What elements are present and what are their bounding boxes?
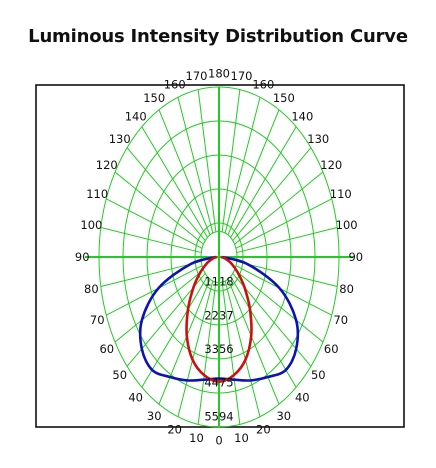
angle-label: 130 [109,132,131,146]
angle-label: 60 [324,342,339,356]
angle-label: 170 [186,69,208,83]
series-layer [138,255,300,383]
angle-label: 40 [128,391,143,405]
grid-spoke [114,269,204,343]
angle-label: 70 [90,313,105,327]
radial-label: 1118 [204,275,233,289]
grid-spoke [141,126,208,238]
series-curve-2 [185,255,253,383]
angle-label: 160 [164,77,186,91]
angle-label: 110 [86,187,108,201]
grid-spoke [100,226,202,254]
angle-label: 60 [99,342,114,356]
chart-title: Luminous Intensity Distribution Curve [28,26,408,47]
grid-spoke [158,278,211,405]
angle-label: 150 [143,91,165,105]
angle-label: 80 [339,282,354,296]
angle-label: 120 [320,158,342,172]
grid-spoke [221,282,241,425]
grid-spoke [177,280,214,417]
angle-label: 160 [252,77,274,91]
grid-spoke [126,147,206,241]
grid-spoke [230,126,297,238]
grid-spoke [227,278,280,405]
angle-label: 110 [330,187,352,201]
grid-spoke [232,147,312,241]
grid-spoke [224,97,261,234]
angle-label: 10 [234,431,249,445]
grid-spoke [197,89,217,232]
angle-label: 50 [112,368,127,382]
grid-spoke [235,265,332,316]
grid-spoke [106,265,203,316]
angle-label: 80 [84,282,99,296]
angle-label: 50 [311,368,326,382]
angle-label: 10 [189,431,204,445]
angle-label: 100 [336,218,358,232]
grid-spoke [234,171,324,245]
angle-label: 100 [80,218,102,232]
grid-spoke [100,260,202,288]
grid-spoke [158,109,211,236]
grid-spoke [221,89,241,232]
angle-label: 140 [125,109,147,123]
grid-spoke [234,269,324,343]
radial-label: 3356 [204,342,233,356]
grid-spoke [227,109,280,236]
grid-spoke [236,226,338,254]
grid-spoke [197,282,217,425]
angle-label: 90 [348,250,363,264]
angle-label: 0 [215,434,222,448]
angle-label: 30 [147,409,162,423]
angle-label: 130 [307,132,329,146]
angle-label: 30 [276,409,291,423]
grid-spoke [235,198,332,249]
angle-label: 120 [96,158,118,172]
grid-spoke [224,280,261,417]
grid-spoke [106,198,203,249]
angle-label: 20 [256,423,271,437]
angle-label: 20 [167,423,182,437]
angle-label: 140 [291,109,313,123]
radial-label: 4475 [204,376,233,390]
angle-label: 150 [273,91,295,105]
angle-label: 170 [231,69,253,83]
axis-lines [85,87,353,427]
angle-label: 180 [208,66,230,80]
angle-label: 90 [75,250,90,264]
grid-spoke [177,97,214,234]
angle-label: 70 [333,313,348,327]
angle-label: 40 [295,391,310,405]
grid-spoke [236,260,338,288]
radial-label: 5594 [204,409,233,423]
series-curve-1 [138,255,300,382]
radial-label: 2237 [204,308,233,322]
grid-spoke [114,171,204,245]
